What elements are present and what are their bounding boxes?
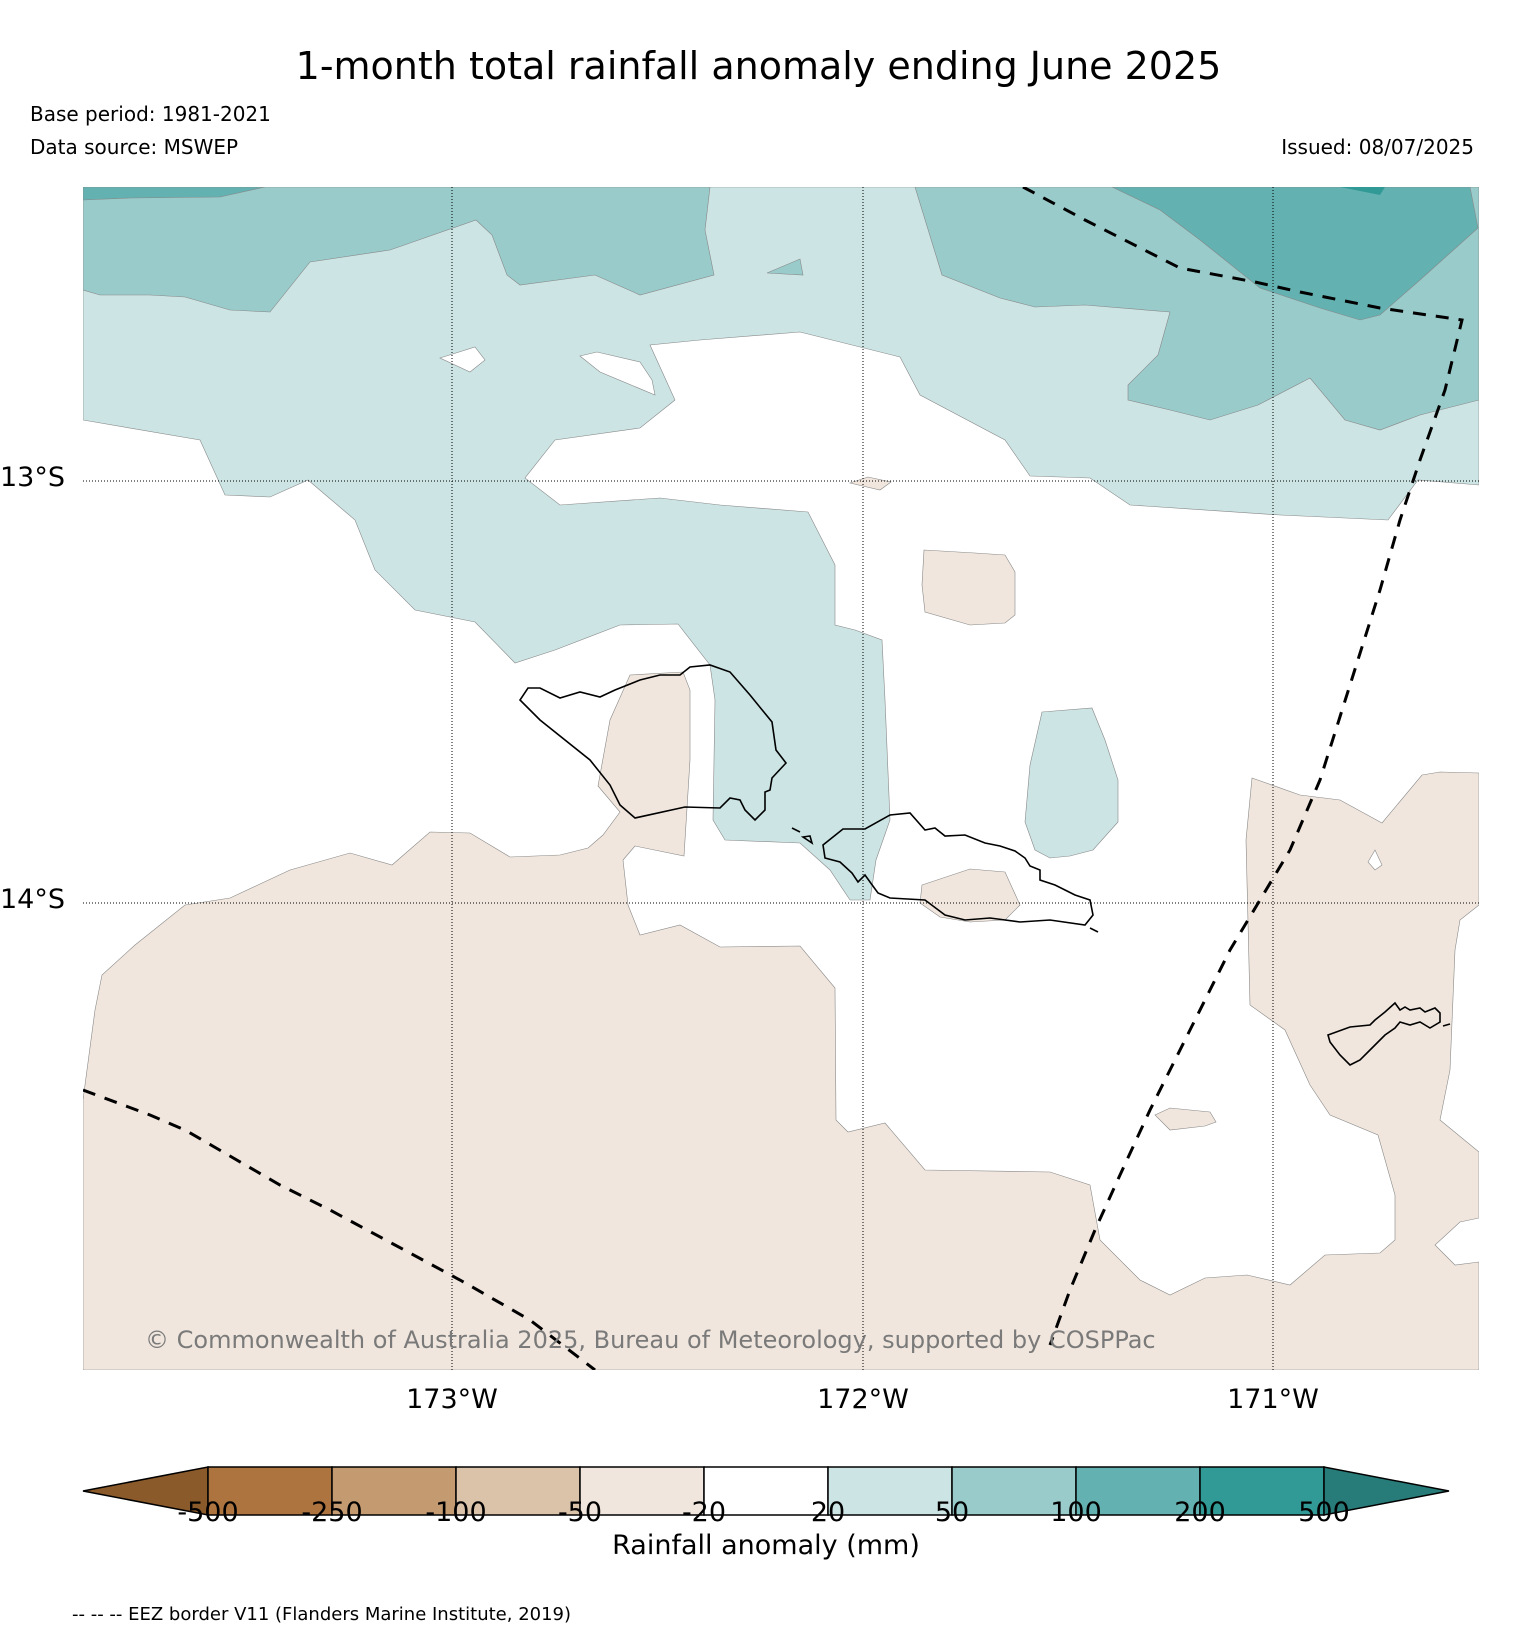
- savaii-island: [518, 664, 788, 822]
- wet-zone-100-200: [1111, 187, 1479, 321]
- data-source-text: Data source: MSWEP: [30, 135, 239, 159]
- wet-zone-island: [1024, 707, 1119, 859]
- colorbar-tick: 20: [810, 1497, 846, 1528]
- eez-footnote: -- -- -- EEZ border V11 (Flanders Marine…: [72, 1604, 572, 1625]
- colorbar-segment-250-100: [331, 1466, 457, 1516]
- colorbar-tick: 500: [1298, 1497, 1350, 1528]
- upolu-island: [822, 812, 1094, 926]
- lon-label-173w: 173°W: [406, 1384, 498, 1415]
- colorbar-segment-20-20: [703, 1466, 829, 1516]
- wet-zone-50-100: [83, 187, 715, 313]
- lat-label-13s: 13°S: [0, 462, 65, 493]
- colorbar-segment-above-500: [1323, 1466, 1450, 1516]
- colorbar-segment-50-20: [579, 1466, 705, 1516]
- graticule: [83, 187, 1479, 1370]
- lon-label-171w: 171°W: [1227, 1384, 1319, 1415]
- wet-zone-20-50: [83, 187, 1479, 901]
- coastline: [518, 664, 1451, 1066]
- base-period-text: Base period: 1981-2021: [30, 102, 271, 126]
- colorbar-tick: -100: [425, 1497, 487, 1528]
- tutuila-island: [1327, 1001, 1441, 1066]
- eez-border: [83, 187, 1464, 1370]
- colorbar-segment-50-100: [951, 1466, 1077, 1516]
- dry-zone-sw: [83, 671, 1479, 1370]
- colorbar-tick: 100: [1050, 1497, 1102, 1528]
- colorbar-tick: 200: [1174, 1497, 1226, 1528]
- colorbar: [82, 1466, 1450, 1516]
- colorbar-segment-100-50: [455, 1466, 581, 1516]
- colorbar-segment-200-500: [1199, 1466, 1325, 1516]
- colorbar-segment-20-50: [827, 1466, 953, 1516]
- colorbar-tick: -50: [557, 1497, 603, 1528]
- map-title: 1-month total rainfall anomaly ending Ju…: [295, 44, 1222, 88]
- lat-label-14s: 14°S: [0, 884, 65, 915]
- copyright-notice: © Commonwealth of Australia 2025, Bureau…: [145, 1326, 1156, 1354]
- colorbar-title: Rainfall anomaly (mm): [612, 1530, 920, 1561]
- colorbar-tick: 50: [934, 1497, 970, 1528]
- colorbar-tick: -20: [681, 1497, 727, 1528]
- lon-label-172w: 172°W: [817, 1384, 909, 1415]
- issued-date-text: Issued: 08/07/2025: [1281, 135, 1474, 159]
- colorbar-tick: -250: [301, 1497, 363, 1528]
- colorbar-segment-100-200: [1075, 1466, 1201, 1516]
- colorbar-tick: -500: [177, 1497, 239, 1528]
